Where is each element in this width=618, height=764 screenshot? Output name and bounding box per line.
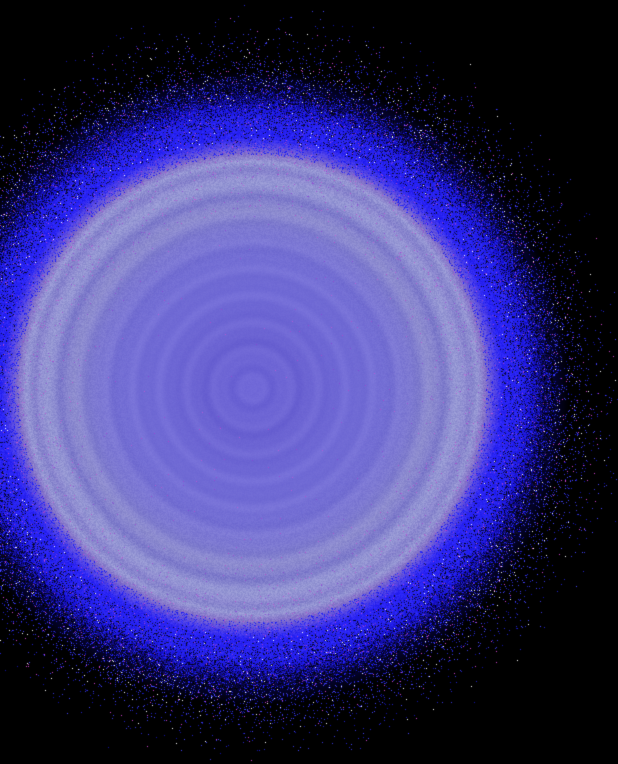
scene-stage: [0, 0, 618, 764]
screenshot-root: { "scene": { "description": "Abstract bl…: [0, 0, 618, 764]
glow-orb-canvas: [0, 0, 618, 764]
